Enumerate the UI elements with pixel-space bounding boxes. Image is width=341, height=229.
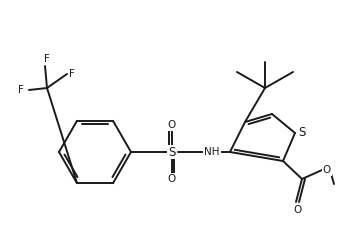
Text: F: F	[69, 69, 75, 79]
Text: O: O	[294, 205, 302, 215]
Text: F: F	[18, 85, 24, 95]
Text: F: F	[44, 54, 50, 64]
Text: O: O	[168, 120, 176, 130]
Text: NH: NH	[204, 147, 220, 157]
Text: O: O	[323, 165, 331, 175]
Text: O: O	[168, 174, 176, 184]
Text: S: S	[168, 145, 176, 158]
Text: S: S	[298, 126, 306, 139]
